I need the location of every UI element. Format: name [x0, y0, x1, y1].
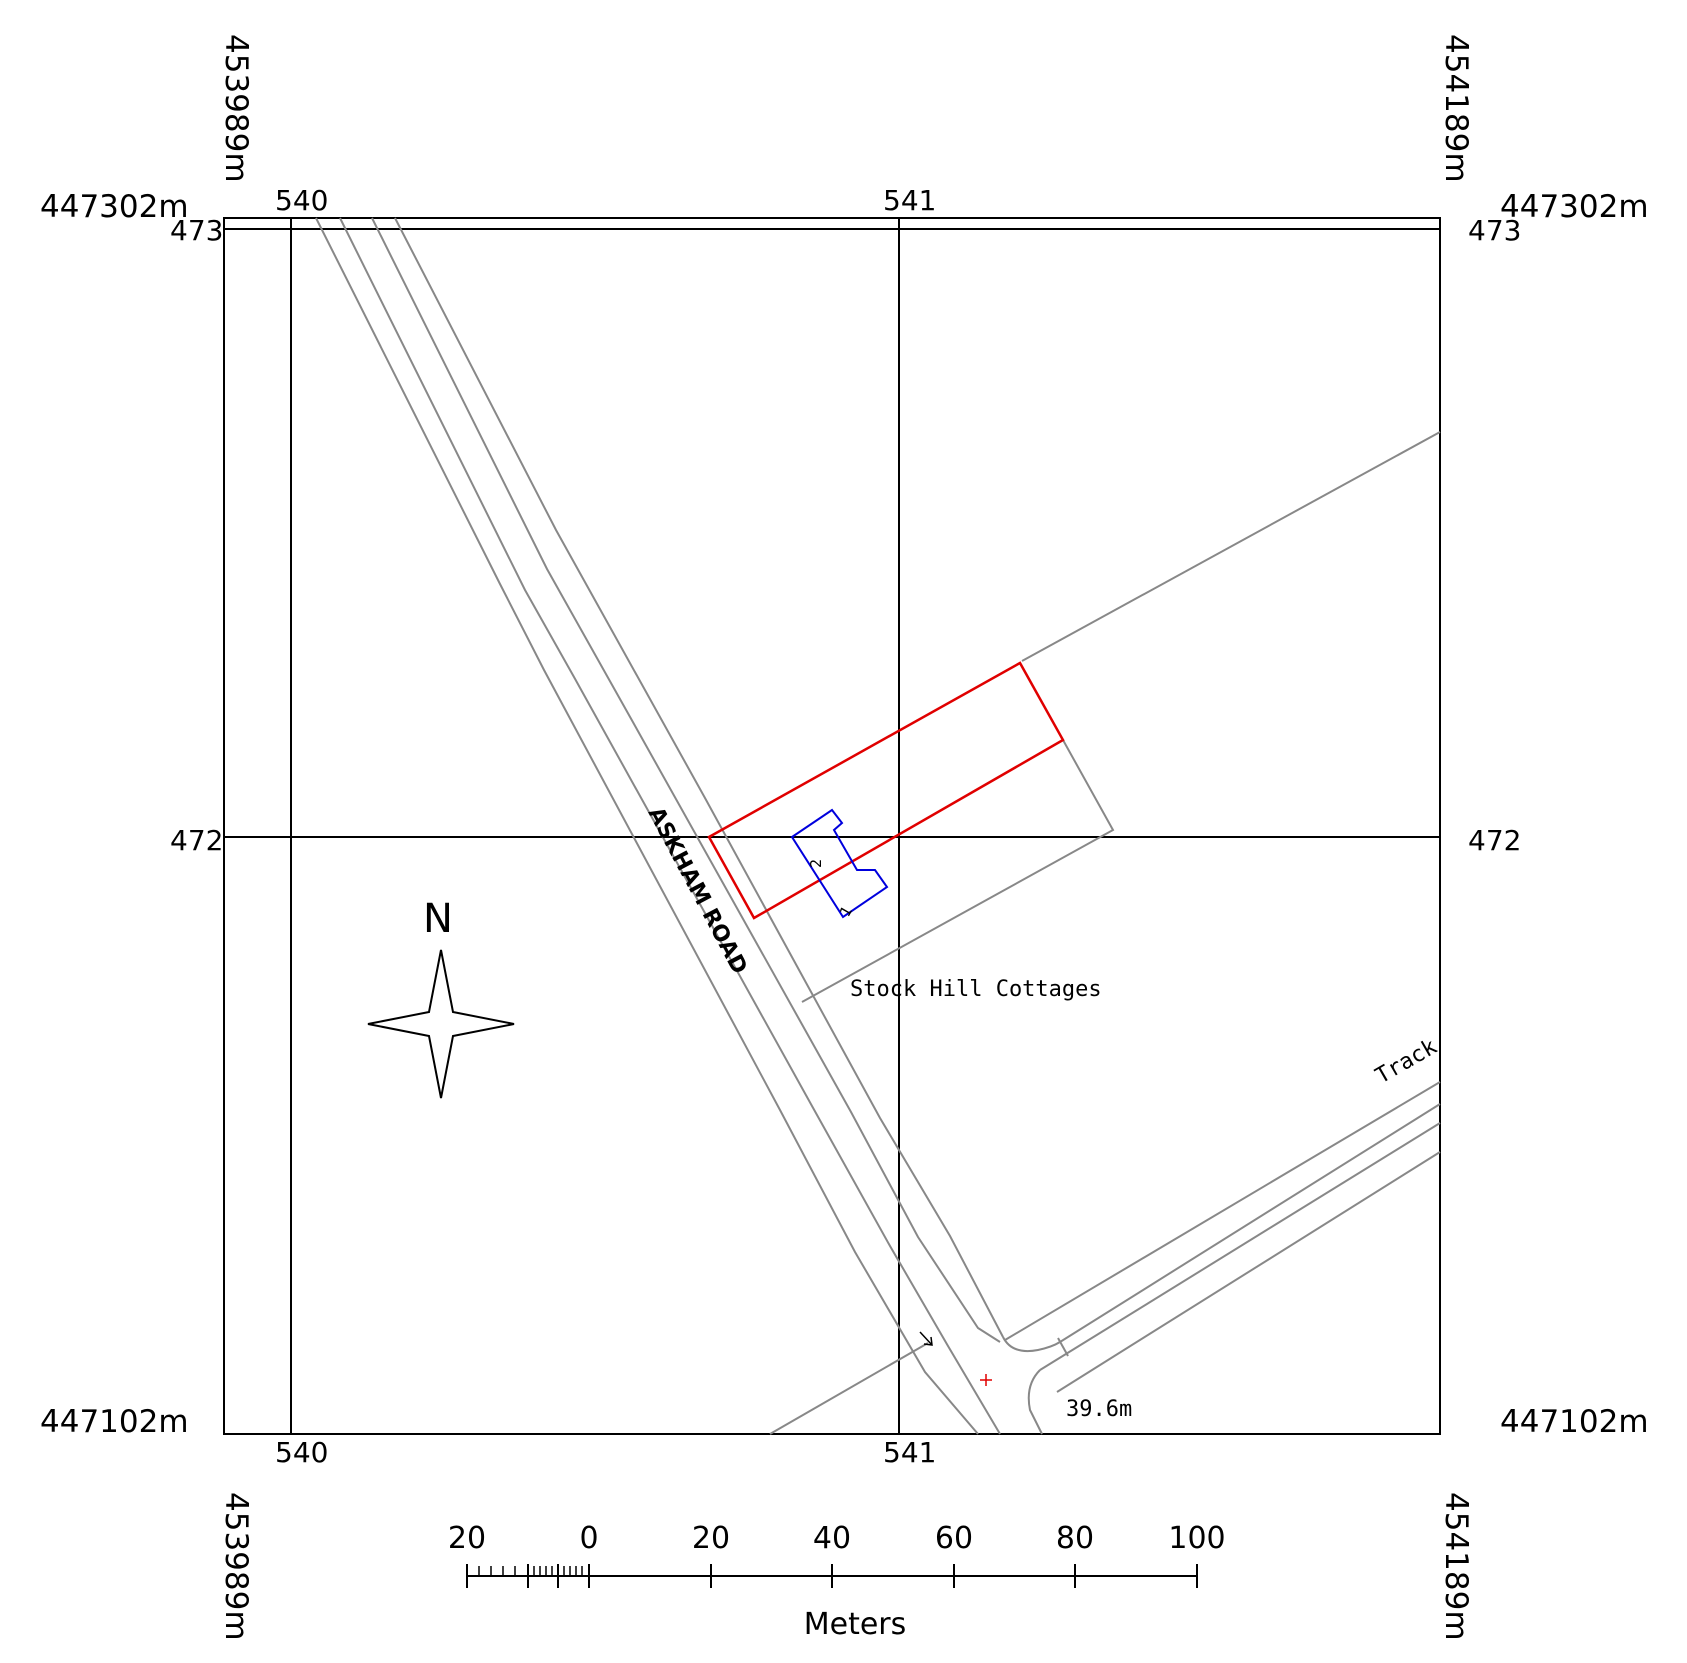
askham-road-edge-4	[394, 217, 1004, 1338]
site-boundary	[707, 661, 1065, 920]
easting-left-bottom: 453989m	[218, 1492, 254, 1641]
compass-star-icon	[367, 949, 515, 1099]
plot-boundary	[801, 739, 1115, 1003]
scale-unit-label: Meters	[804, 1607, 907, 1642]
askham-road-edge-3	[371, 217, 1001, 1343]
track-edge-1	[1004, 1081, 1441, 1341]
scale-tick-label: 0	[579, 1521, 598, 1556]
scale-tick-label: 60	[935, 1521, 973, 1556]
scale-tick-label: 20	[692, 1521, 730, 1556]
road-junction-curve	[1002, 1336, 1061, 1353]
scale-tick-label: 80	[1056, 1521, 1094, 1556]
easting-right-top: 454189m	[1438, 34, 1474, 183]
easting-right-bottom: 454189m	[1438, 1492, 1474, 1641]
place-name-label: Stock Hill Cottages	[850, 977, 1102, 1002]
track-edge-4	[1056, 1151, 1441, 1393]
spot-height-label: 39.6m	[1066, 1397, 1132, 1422]
grid-label-472-right: 472	[1468, 824, 1521, 857]
track-edge-3	[1039, 1122, 1441, 1371]
grid-label-540-bottom: 540	[275, 1436, 328, 1469]
scale-tick-label: 20	[448, 1521, 486, 1556]
building-outline	[790, 808, 889, 919]
field-boundary-lower	[769, 1342, 929, 1435]
track-edge-tick	[1057, 1337, 1069, 1357]
askham-road-label: ASKHAM ROAD	[643, 803, 752, 978]
grid-label-473-left: 473	[170, 214, 223, 247]
building-unit-1-label: 1	[836, 903, 856, 920]
scale-tick-label: 100	[1168, 1521, 1225, 1556]
scale-bar	[466, 1564, 1198, 1588]
track-label: Track	[1372, 1034, 1442, 1089]
northing-top-right: 447302m	[1500, 189, 1649, 225]
northing-bottom-right: 447102m	[1500, 1404, 1649, 1440]
scale-tick-label: 40	[813, 1521, 851, 1556]
easting-left-top: 453989m	[218, 34, 254, 183]
grid-label-540-top: 540	[275, 184, 328, 217]
north-label: N	[423, 896, 453, 942]
arrow-icon	[919, 1331, 933, 1346]
track-edge-2	[1059, 1103, 1441, 1343]
northing-bottom-left: 447102m	[40, 1404, 189, 1440]
map-frame	[223, 217, 1441, 1435]
field-boundary-upper	[1021, 431, 1441, 662]
grid-label-541-bottom: 541	[883, 1436, 936, 1469]
spot-height-marker	[980, 1374, 992, 1386]
grid-label-473-right: 473	[1468, 214, 1521, 247]
road-junction-curve-lower	[1027, 1369, 1043, 1435]
grid-label-541-top: 541	[883, 184, 936, 217]
grid-label-472-left: 472	[170, 824, 223, 857]
northing-top-left: 447302m	[40, 189, 189, 225]
askham-road-edge-2	[339, 217, 1001, 1435]
askham-road-edge-1	[315, 217, 979, 1435]
building-unit-2-label: 2	[807, 859, 825, 868]
